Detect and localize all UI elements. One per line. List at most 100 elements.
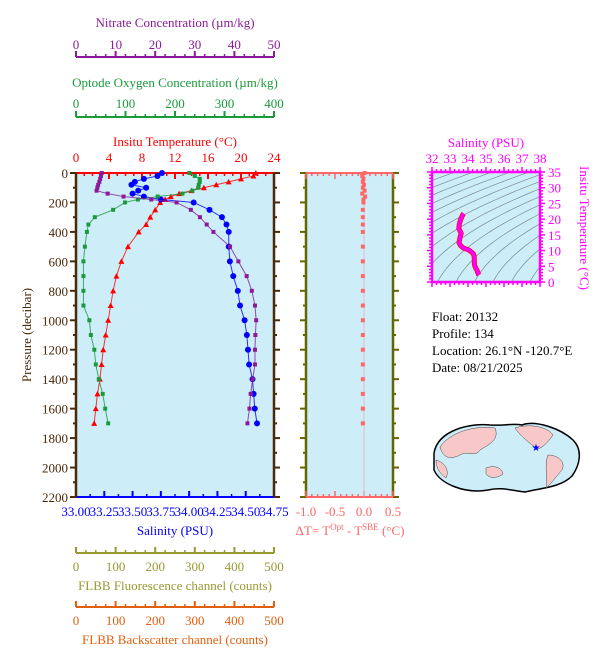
- data-point: [81, 288, 86, 293]
- backscatter-axis-title: FLBB Backscatter channel (counts): [82, 632, 268, 647]
- land-australia: [485, 466, 504, 478]
- data-point: [236, 259, 241, 264]
- data-point: [361, 197, 366, 202]
- oxygen-axis-tick-label: 0: [73, 96, 80, 111]
- pressure-tick-label: 200: [49, 195, 69, 210]
- nitrate-axis-tick-label: 0: [73, 37, 80, 52]
- oxygen-axis-tick-label: 100: [116, 96, 136, 111]
- density-contour: [510, 248, 540, 282]
- data-point: [243, 332, 250, 338]
- data-point: [360, 288, 365, 293]
- data-point: [154, 172, 161, 179]
- nitrate-axis-tick-label: 40: [228, 37, 241, 52]
- data-point: [360, 333, 365, 337]
- data-point: [360, 303, 365, 308]
- series-nitrate: [94, 171, 259, 426]
- data-point: [94, 390, 101, 397]
- fluorescence-axis-tick-label: 400: [225, 559, 245, 574]
- density-contour: [432, 196, 540, 265]
- data-point: [95, 185, 100, 190]
- data-point: [190, 199, 197, 206]
- data-point: [91, 420, 98, 426]
- data-point: [118, 258, 125, 264]
- data-point: [167, 193, 174, 200]
- data-point: [360, 377, 365, 382]
- delta-t-plot: -1.0 -0.5 0.0 0.5 ΔT= TOpt - TSBE (°C): [296, 171, 404, 538]
- series-line: [93, 172, 257, 424]
- data-point: [96, 182, 101, 187]
- salinity-axis-tick-label: 34.00: [175, 504, 204, 519]
- data-point: [187, 171, 192, 175]
- pressure-tick-label: 600: [49, 254, 69, 269]
- data-point: [249, 288, 254, 293]
- data-point: [129, 190, 136, 197]
- nitrate-axis-tick-label: 30: [188, 37, 201, 52]
- nitrate-axis-tick-label: 20: [149, 37, 162, 52]
- data-point: [226, 258, 233, 265]
- data-point: [100, 391, 105, 396]
- temperature-tick-label: 20: [548, 212, 561, 227]
- data-point: [97, 179, 102, 184]
- data-point: [92, 347, 97, 352]
- density-contour: [455, 213, 540, 282]
- salinity-tick-label: 37: [516, 151, 530, 166]
- salinity-axis-tick-label: 34.25: [203, 504, 232, 519]
- profile-number: Profile: 134: [432, 326, 494, 341]
- density-contour: [432, 172, 494, 196]
- ts-curve: [457, 212, 481, 277]
- land-africa: [435, 459, 448, 479]
- salinity-axis-tick-label: 33.00: [61, 504, 90, 519]
- temperature-tick-label: 15: [548, 228, 561, 243]
- pressure-tick-label: 2200: [42, 490, 68, 505]
- data-point: [99, 171, 104, 175]
- pressure-tick-label: 1800: [42, 431, 68, 446]
- ts-diagram: 32 33 34 35 36 37 38 Salinity (PSU) 051015202530…: [426, 135, 593, 290]
- data-point: [192, 173, 197, 178]
- backscatter-axis-tick-label: 500: [264, 613, 284, 628]
- data-point: [86, 222, 91, 227]
- float-info: Float: 20132 Profile: 134 Location: 26.1…: [432, 309, 572, 375]
- salinity-tick-label: 35: [480, 151, 493, 166]
- density-contour: [437, 204, 540, 282]
- fluorescence-axis-tick-label: 0: [73, 559, 80, 574]
- data-point: [360, 244, 365, 249]
- pressure-tick-label: 1600: [42, 402, 68, 417]
- fluorescence-axis-title: FLBB Fluorescence channel (counts): [78, 578, 272, 593]
- density-contour: [432, 181, 540, 234]
- data-point: [253, 333, 258, 337]
- data-point: [360, 191, 365, 196]
- density-contour: [432, 172, 512, 204]
- series-temperature: [91, 170, 259, 426]
- world-map: ★: [433, 422, 580, 493]
- data-point: [360, 179, 365, 184]
- data-point: [197, 179, 202, 184]
- plot-background: [432, 172, 540, 282]
- pressure-tick-label: 1400: [42, 372, 68, 387]
- plot-background: [76, 173, 274, 497]
- data-point: [225, 228, 232, 235]
- delta-tick-label: -0.5: [325, 504, 346, 519]
- data-point: [135, 187, 142, 194]
- fluorescence-axis-tick-label: 500: [264, 559, 284, 574]
- data-point: [111, 207, 116, 212]
- data-point: [82, 244, 87, 249]
- salinity-axis-tick-label: 34.50: [231, 504, 260, 519]
- backscatter-axis-tick-label: 300: [185, 613, 205, 628]
- data-point: [81, 274, 86, 279]
- density-contour: [432, 174, 540, 223]
- pressure-tick-label: 2000: [42, 461, 68, 476]
- data-point: [246, 361, 253, 368]
- data-point: [92, 215, 97, 220]
- data-point: [360, 318, 365, 323]
- data-point: [158, 170, 165, 176]
- temperature-axis-tick-label: 8: [139, 150, 146, 165]
- data-point: [228, 244, 233, 249]
- data-point: [361, 176, 366, 181]
- land-north-america: [514, 425, 554, 450]
- float-id: Float: 20132: [432, 309, 498, 324]
- data-point: [155, 194, 160, 199]
- data-point: [128, 181, 135, 188]
- salinity-tick-label: 36: [498, 151, 512, 166]
- plot-background: [306, 173, 393, 497]
